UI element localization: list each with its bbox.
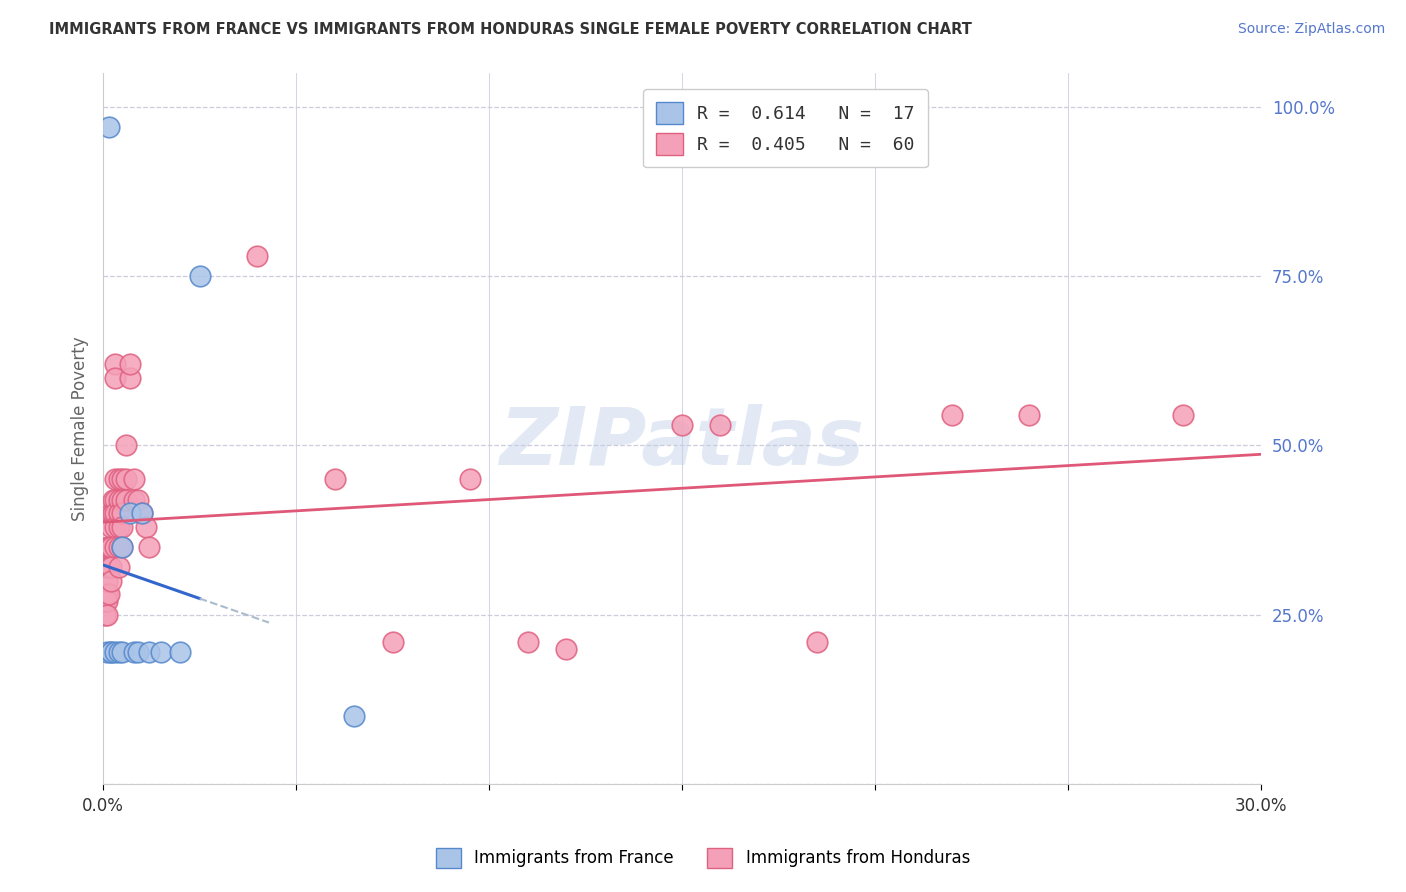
Point xyxy=(188,269,211,284)
Point xyxy=(150,645,173,659)
Point xyxy=(111,492,134,507)
Point xyxy=(458,472,481,486)
Point xyxy=(96,594,118,608)
Point xyxy=(97,120,120,135)
Point xyxy=(100,645,122,659)
Point xyxy=(1173,408,1195,422)
Point xyxy=(111,645,134,659)
Point xyxy=(94,594,117,608)
Point xyxy=(96,560,118,574)
Point xyxy=(94,607,117,622)
Point xyxy=(111,506,134,520)
Text: ZIPatlas: ZIPatlas xyxy=(499,404,865,482)
Point xyxy=(138,540,160,554)
Point xyxy=(1018,408,1040,422)
Point xyxy=(96,645,118,659)
Point xyxy=(671,418,693,433)
Point xyxy=(111,519,134,533)
Point xyxy=(104,370,127,384)
Point xyxy=(111,472,134,486)
Point xyxy=(516,635,538,649)
Point xyxy=(806,635,828,649)
Point xyxy=(100,540,122,554)
Point xyxy=(555,641,578,656)
Point xyxy=(104,357,127,371)
Y-axis label: Single Female Poverty: Single Female Poverty xyxy=(72,336,89,521)
Point xyxy=(120,506,142,520)
Point xyxy=(96,540,118,554)
Point xyxy=(96,607,118,622)
Point xyxy=(100,519,122,533)
Legend: Immigrants from France, Immigrants from Honduras: Immigrants from France, Immigrants from … xyxy=(429,841,977,875)
Point xyxy=(111,540,134,554)
Point xyxy=(246,249,269,263)
Point xyxy=(131,506,153,520)
Point xyxy=(104,492,127,507)
Point xyxy=(111,540,134,554)
Point xyxy=(107,560,129,574)
Text: IMMIGRANTS FROM FRANCE VS IMMIGRANTS FROM HONDURAS SINGLE FEMALE POVERTY CORRELA: IMMIGRANTS FROM FRANCE VS IMMIGRANTS FRO… xyxy=(49,22,972,37)
Point xyxy=(127,645,149,659)
Point xyxy=(138,645,160,659)
Point xyxy=(122,492,145,507)
Point xyxy=(120,370,142,384)
Point xyxy=(107,492,129,507)
Point xyxy=(122,472,145,486)
Point xyxy=(107,540,129,554)
Point xyxy=(107,645,129,659)
Point xyxy=(343,709,366,723)
Point xyxy=(941,408,963,422)
Point xyxy=(96,574,118,588)
Point xyxy=(101,492,124,507)
Point xyxy=(107,519,129,533)
Point xyxy=(100,506,122,520)
Point xyxy=(97,560,120,574)
Point xyxy=(104,645,127,659)
Point xyxy=(323,472,346,486)
Point xyxy=(120,357,142,371)
Point xyxy=(107,506,129,520)
Point xyxy=(104,540,127,554)
Point xyxy=(107,472,129,486)
Point xyxy=(115,438,138,452)
Point xyxy=(104,519,127,533)
Point xyxy=(100,645,122,659)
Point xyxy=(127,492,149,507)
Point xyxy=(97,540,120,554)
Point xyxy=(97,587,120,601)
Point xyxy=(104,506,127,520)
Point xyxy=(115,472,138,486)
Legend: R =  0.614   N =  17, R =  0.405   N =  60: R = 0.614 N = 17, R = 0.405 N = 60 xyxy=(643,89,928,168)
Point xyxy=(96,587,118,601)
Point xyxy=(709,418,731,433)
Point xyxy=(100,574,122,588)
Point xyxy=(169,645,191,659)
Point xyxy=(115,492,138,507)
Point xyxy=(135,519,157,533)
Point xyxy=(100,560,122,574)
Point xyxy=(101,506,124,520)
Point xyxy=(122,645,145,659)
Point xyxy=(381,635,404,649)
Point xyxy=(94,587,117,601)
Point xyxy=(131,506,153,520)
Text: Source: ZipAtlas.com: Source: ZipAtlas.com xyxy=(1237,22,1385,37)
Point xyxy=(104,472,127,486)
